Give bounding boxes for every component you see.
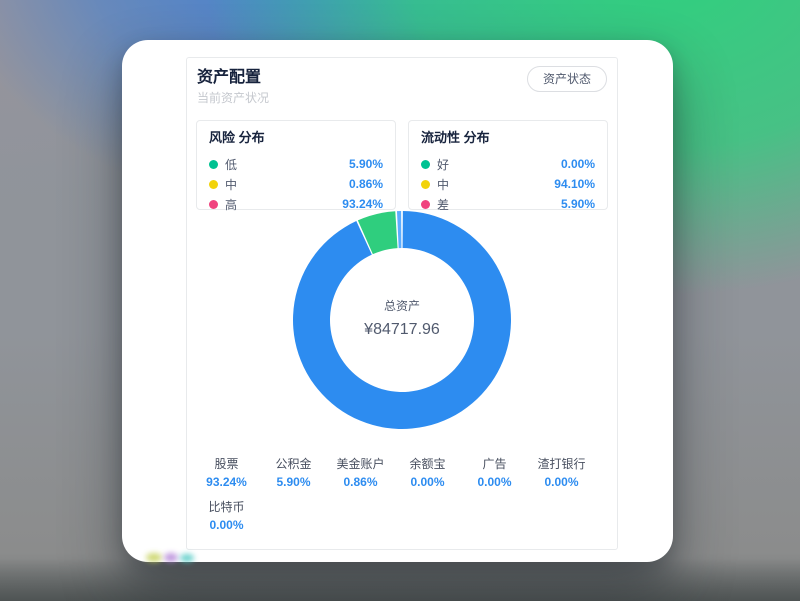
stat-row: 中 94.10%: [421, 174, 595, 194]
status-dot-icon: [421, 159, 430, 169]
stat-label: 中: [225, 177, 238, 192]
status-dot-icon: [209, 199, 218, 209]
stat-label: 高: [225, 197, 238, 212]
legend-value: 93.24%: [206, 475, 247, 489]
legend-value: 5.90%: [276, 475, 311, 489]
legend-value: 0.00%: [477, 475, 512, 489]
legend-value: 0.86%: [343, 475, 378, 489]
legend-item-5[interactable]: 渣打银行 0.00%: [528, 456, 595, 491]
blur-artifact-teal: [180, 554, 194, 562]
risk-distribution-panel: 风险 分布 低 5.90% 中 0.86% 高 93.24%: [196, 120, 396, 212]
asset-allocation-panel: 资产配置 当前资产状况 资产状态 风险 分布 低 5.90% 中 0.86% 高…: [186, 57, 618, 550]
stat-row: 低 5.90%: [209, 154, 383, 174]
stat-value: 94.10%: [554, 177, 595, 191]
stat-value: 0.86%: [348, 177, 383, 191]
status-dot-icon: [421, 199, 430, 209]
blur-artifact-yellow: [146, 553, 162, 562]
stat-label: 好: [437, 157, 450, 172]
stat-row: 高 93.24%: [209, 194, 383, 214]
donut-chart: 总资产 ¥84717.96: [284, 202, 520, 438]
legend-label: 公积金: [275, 457, 312, 471]
status-dot-icon: [209, 159, 218, 169]
distribution-panels: 风险 分布 低 5.90% 中 0.86% 高 93.24% 流动性 分布 好 …: [187, 106, 617, 212]
page-title: 资产配置: [197, 69, 262, 86]
donut-chart-svg: [293, 211, 512, 429]
liquidity-panel-title: 流动性 分布: [421, 130, 490, 145]
stat-value: 5.90%: [348, 157, 383, 171]
legend-item-4[interactable]: 广告 0.00%: [461, 456, 528, 491]
stat-value: 93.24%: [342, 197, 383, 211]
blur-artifact-purple: [164, 553, 178, 562]
stat-label: 差: [437, 197, 450, 212]
stat-label: 中: [437, 177, 450, 192]
donut-segment-股票[interactable]: [293, 211, 512, 429]
stat-value: 5.90%: [560, 197, 595, 211]
stat-value: 0.00%: [560, 157, 595, 171]
legend-item-6[interactable]: 比特币 0.00%: [193, 499, 260, 534]
legend-item-1[interactable]: 公积金 5.90%: [260, 456, 327, 491]
legend-item-0[interactable]: 股票 93.24%: [193, 456, 260, 491]
asset-allocation-card: 资产配置 当前资产状况 资产状态 风险 分布 低 5.90% 中 0.86% 高…: [122, 40, 673, 562]
panel-header: 资产配置 当前资产状况 资产状态: [187, 58, 617, 106]
legend-label: 比特币: [208, 500, 245, 514]
legend-value: 0.00%: [410, 475, 445, 489]
legend-label: 股票: [214, 457, 239, 471]
legend-label: 美金账户: [336, 457, 385, 471]
legend-label: 渣打银行: [537, 457, 586, 471]
stat-row: 中 0.86%: [209, 174, 383, 194]
legend-value: 0.00%: [209, 518, 244, 532]
chart-legend: 股票 93.24% 公积金 5.90% 美金账户 0.86% 余额宝 0.00%…: [193, 456, 613, 542]
page-subtitle: 当前资产状况: [197, 91, 270, 105]
legend-item-2[interactable]: 美金账户 0.86%: [327, 456, 394, 491]
stat-label: 低: [225, 157, 238, 172]
risk-panel-title: 风险 分布: [209, 130, 265, 145]
donut-segment-美金账户[interactable]: [396, 211, 402, 249]
stat-row: 差 5.90%: [421, 194, 595, 214]
status-dot-icon: [209, 179, 218, 189]
legend-label: 广告: [482, 457, 507, 471]
legend-value: 0.00%: [544, 475, 579, 489]
legend-item-3[interactable]: 余额宝 0.00%: [394, 456, 461, 491]
liquidity-distribution-panel: 流动性 分布 好 0.00% 中 94.10% 差 5.90%: [408, 120, 608, 212]
stat-row: 好 0.00%: [421, 154, 595, 174]
legend-label: 余额宝: [409, 457, 446, 471]
donut-segment-公积金[interactable]: [357, 211, 398, 255]
asset-status-button[interactable]: 资产状态: [526, 66, 607, 92]
status-dot-icon: [421, 179, 430, 189]
